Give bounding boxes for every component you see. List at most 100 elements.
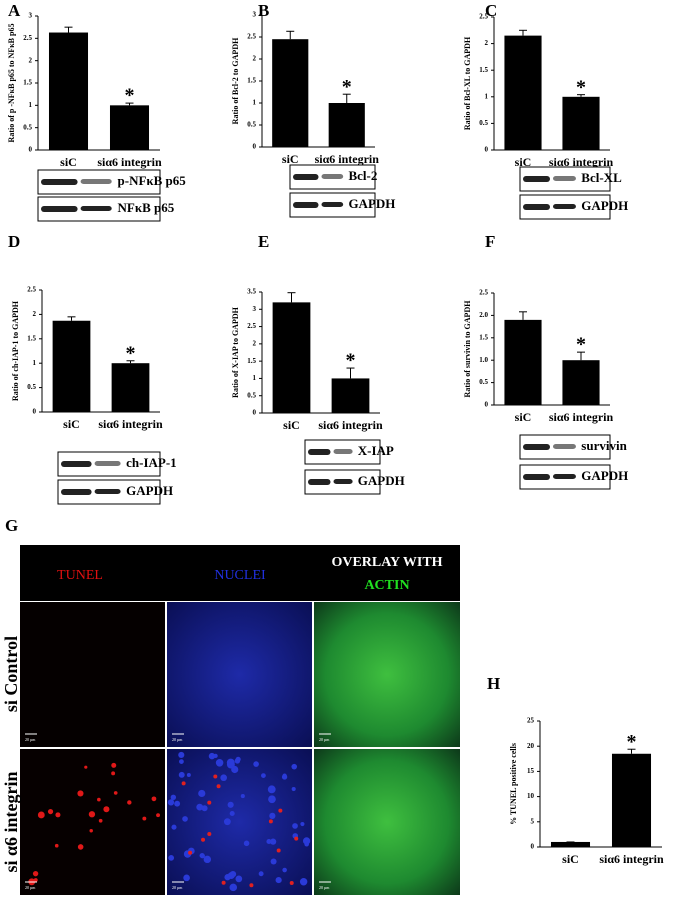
image <box>167 602 312 747</box>
scale-label: 20 µm <box>172 885 183 890</box>
y-tick-label: 1.0 <box>479 356 488 364</box>
y-tick-label: 1 <box>253 374 257 382</box>
y-tick-label: 0 <box>253 409 257 417</box>
band <box>293 174 319 180</box>
nucleus <box>231 765 239 774</box>
x-tick-label: siC <box>60 155 77 169</box>
nucleus <box>167 799 175 806</box>
y-axis-label: Ratio of Bcl-XL to GAPDH <box>463 36 472 130</box>
nucleus <box>261 773 266 779</box>
band <box>80 179 112 184</box>
y-tick-label: 20 <box>527 742 535 750</box>
nucleus <box>282 867 287 873</box>
scale-label: 20 µm <box>25 737 36 742</box>
y-tick-label: 25 <box>527 717 535 725</box>
blot-label: GAPDH <box>126 483 173 498</box>
nucleus <box>183 874 190 882</box>
cell-dot <box>201 837 206 842</box>
scale-label: 20 µm <box>319 737 330 742</box>
bar <box>111 363 150 412</box>
y-tick-label: 2 <box>253 55 257 63</box>
error-bar <box>577 351 585 361</box>
band <box>94 461 121 466</box>
error-bar <box>287 292 296 303</box>
y-axis-label: Ratio of Bcl-2 to GAPDH <box>231 37 240 124</box>
nucleus <box>267 785 276 794</box>
band <box>553 474 576 479</box>
nucleus <box>253 761 259 767</box>
cell-dot <box>127 800 132 805</box>
nucleus <box>258 871 264 877</box>
nucleus <box>268 795 276 804</box>
nucleus <box>292 823 298 829</box>
annotation: * <box>627 731 637 753</box>
x-tick-label: siα6 integrin <box>98 417 163 431</box>
image <box>167 749 312 895</box>
bar <box>504 319 542 405</box>
band <box>333 479 353 484</box>
y-tick-label: 3 <box>29 12 33 20</box>
bar <box>328 103 365 147</box>
cell-dot <box>33 878 38 883</box>
nucleus <box>234 758 241 764</box>
column-label: OVERLAY WITH <box>331 555 442 570</box>
y-tick-label: 0.5 <box>479 119 488 127</box>
y-tick-label: 2 <box>485 39 489 47</box>
y-tick-label: 15 <box>527 767 535 775</box>
error-bar <box>342 93 351 103</box>
nucleus <box>270 858 277 865</box>
cell-dot <box>294 836 299 841</box>
nucleus <box>186 773 191 778</box>
column-label: NUCLEI <box>214 568 266 583</box>
cell-dot <box>188 850 193 855</box>
cell-dot <box>97 797 101 802</box>
nucleus <box>226 758 235 767</box>
nucleus <box>229 883 238 892</box>
nucleus <box>198 789 206 798</box>
cell-dot <box>213 774 218 779</box>
x-tick-label: siα6 integrin <box>599 852 664 866</box>
blot-label: GAPDH <box>581 198 628 213</box>
band <box>523 474 550 480</box>
bar <box>611 753 652 847</box>
band <box>523 176 550 182</box>
y-tick-label: 1 <box>33 359 37 367</box>
image <box>314 749 460 895</box>
y-tick-label: 0 <box>33 408 37 416</box>
band <box>61 489 92 495</box>
cell-dot <box>88 811 96 818</box>
blot-label: NFκB p65 <box>118 200 175 215</box>
y-tick-label: 2.5 <box>247 33 256 41</box>
row-label: si Control <box>1 636 21 712</box>
band <box>553 204 576 209</box>
cell-dot <box>84 765 88 769</box>
y-tick-label: 10 <box>527 792 535 800</box>
nucleus <box>270 838 277 845</box>
y-tick-label: 2.5 <box>247 322 256 330</box>
y-tick-label: 1.5 <box>27 334 36 342</box>
nucleus <box>220 774 227 782</box>
y-tick-label: 2.5 <box>23 34 32 42</box>
y-tick-label: 0 <box>253 143 257 151</box>
nucleus <box>168 854 175 861</box>
cell-dot <box>37 811 45 819</box>
band <box>523 204 550 210</box>
y-tick-label: 1 <box>29 101 33 109</box>
blot-label: survivin <box>581 438 627 453</box>
band <box>523 444 550 450</box>
x-tick-label: siα6 integrin <box>315 152 380 166</box>
blot-label: X-IAP <box>358 443 394 458</box>
x-tick-label: siα6 integrin <box>97 155 162 169</box>
y-tick-label: 1.5 <box>247 77 256 85</box>
nucleus <box>227 801 234 808</box>
bar <box>272 302 311 413</box>
y-tick-label: 1 <box>485 92 489 100</box>
cell-dot <box>289 880 294 885</box>
scale-label: 20 µm <box>25 885 36 890</box>
nucleus <box>199 852 205 859</box>
panel-letter: G <box>5 516 18 535</box>
nucleus <box>215 759 224 767</box>
band <box>321 202 344 207</box>
panel-letter: F <box>485 232 495 251</box>
